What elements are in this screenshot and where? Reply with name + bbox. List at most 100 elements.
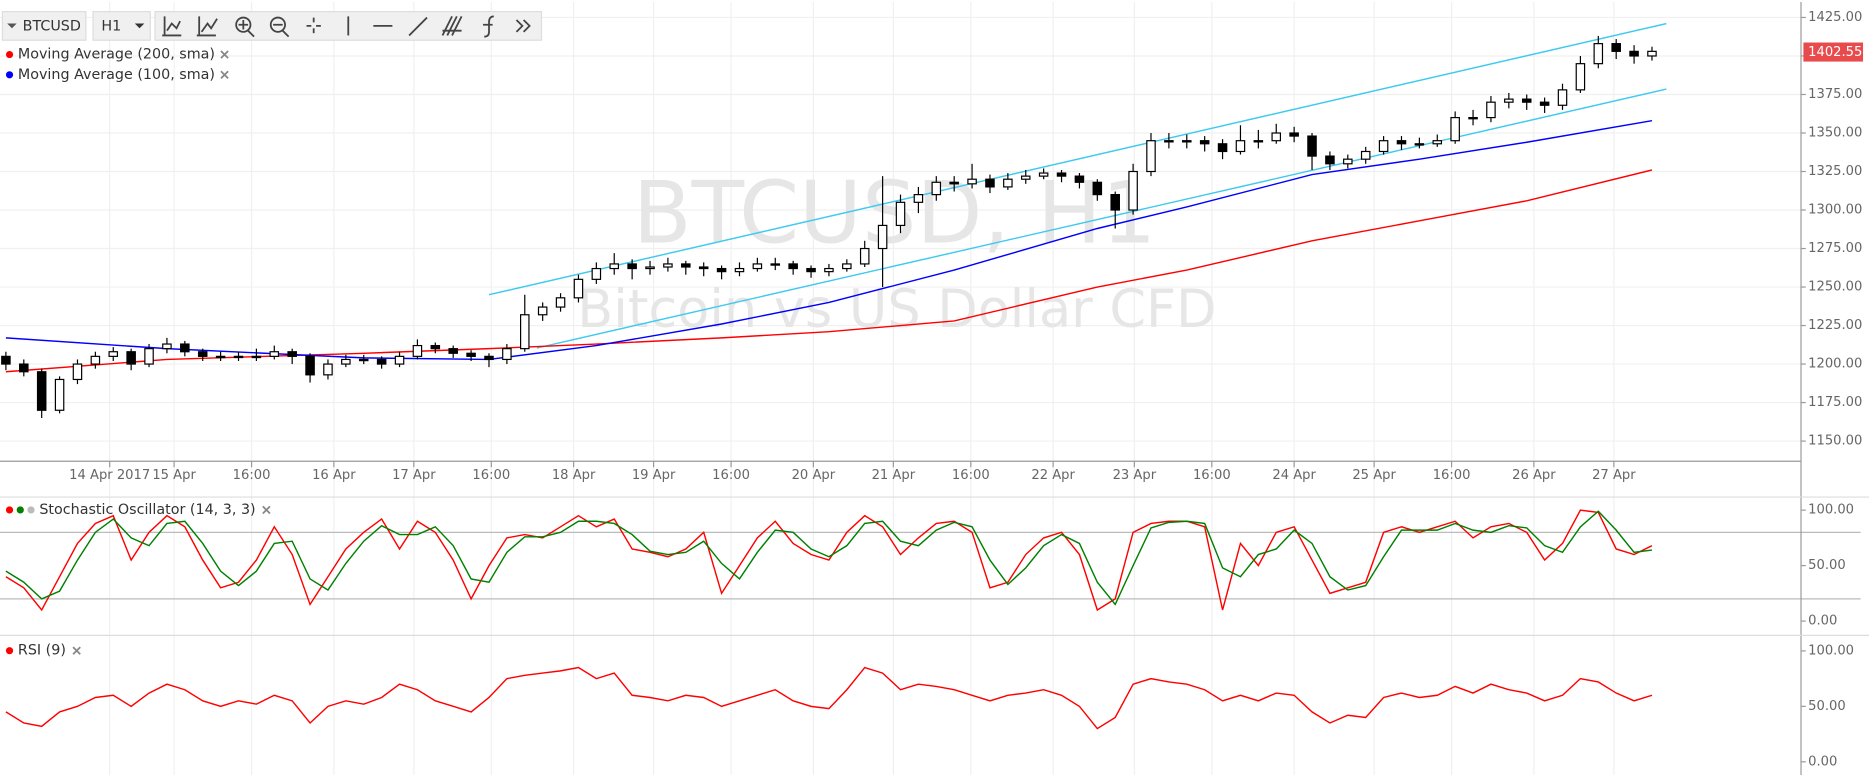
candle-body [72, 363, 83, 381]
candle-body [502, 348, 512, 361]
candle-body [842, 263, 852, 270]
candle-body [555, 297, 566, 308]
indicator-tool[interactable] [196, 16, 218, 37]
legend-close[interactable] [262, 505, 271, 515]
candle-body [752, 263, 763, 270]
candle-body [197, 351, 208, 357]
candle-body [824, 267, 834, 273]
y-tick-label: 1250.00 [1808, 280, 1862, 295]
y-tick-label: 100.00 [1808, 503, 1854, 518]
more-tools[interactable] [515, 19, 531, 33]
candle-body [1, 355, 11, 365]
x-tick-label: 26 Apr [1512, 468, 1556, 483]
x-tick-label: 14 Apr 2017 [69, 468, 150, 483]
candle-body [698, 266, 709, 270]
y-tick-label: 50.00 [1808, 699, 1846, 714]
y-tick-label: 100.00 [1808, 643, 1854, 658]
candle-body [645, 266, 655, 270]
candle-body [1110, 194, 1120, 211]
y-tick-label: 1325.00 [1808, 164, 1862, 179]
candle-body [412, 344, 423, 357]
candle-body [877, 224, 888, 250]
candle-body [1396, 140, 1407, 145]
chart-type-tool[interactable] [162, 16, 182, 37]
interval: H1 [101, 19, 121, 35]
y-tick-label: 1425.00 [1808, 10, 1862, 25]
trend-line [488, 22, 1667, 296]
candle-body [1217, 143, 1228, 153]
candle-body [537, 306, 548, 316]
x-tick-label: 20 Apr [792, 468, 836, 483]
crosshair-tool[interactable] [306, 17, 321, 34]
candle-body [1468, 116, 1478, 120]
y-tick-label: 1350.00 [1808, 125, 1862, 140]
x-tick-label: 16:00 [952, 468, 990, 483]
toolbar: BTCUSD H1 [1, 11, 543, 41]
legend-dot [5, 647, 14, 655]
candle-body [251, 355, 262, 359]
fibonacci-tool[interactable] [441, 15, 463, 36]
candle-body [591, 267, 602, 280]
candle-body [430, 344, 441, 350]
y-tick-label: 0.00 [1808, 754, 1837, 769]
x-tick-label: 18 Apr [552, 468, 596, 483]
candle-body [1486, 101, 1496, 119]
candle-body [1575, 63, 1586, 91]
legend-close[interactable] [220, 50, 229, 59]
indicator-line [5, 509, 1653, 612]
candle-body [1074, 175, 1085, 183]
y-tick-label: 1175.00 [1808, 395, 1862, 410]
candle-body [913, 194, 924, 203]
candle-body [1432, 140, 1443, 145]
candle-body [1325, 155, 1335, 165]
symbol-button[interactable] [1, 11, 87, 41]
candle-body [54, 378, 65, 411]
y-tick-label: 1375.00 [1808, 87, 1862, 102]
candle-body [627, 263, 637, 270]
x-tick-label: 16:00 [233, 468, 271, 483]
candle-body [448, 348, 458, 354]
zoom-in-tool[interactable] [235, 16, 252, 33]
candle-body [144, 348, 154, 365]
candle-body [1307, 135, 1317, 157]
last-price-box [1803, 42, 1864, 62]
candle-body [287, 351, 297, 357]
candle-body [90, 355, 101, 365]
candle-body [305, 355, 315, 376]
candle-body [1146, 140, 1156, 173]
candle-body [681, 263, 691, 268]
x-tick-label: 24 Apr [1272, 468, 1316, 483]
candle-body [1235, 140, 1246, 153]
candle-body [520, 314, 530, 350]
y-tick-label: 1275.00 [1808, 241, 1862, 256]
candle-body [734, 267, 745, 273]
candle-body [1539, 101, 1550, 106]
y-tick-label: 1150.00 [1808, 434, 1862, 449]
x-tick-label: 23 Apr [1113, 468, 1157, 483]
candle-body [1003, 178, 1013, 188]
indicator-line [5, 510, 1653, 606]
x-tick-label: 16:00 [1433, 468, 1471, 483]
candle-body [1289, 132, 1299, 137]
y-tick-label: 50.00 [1808, 558, 1846, 573]
indicator-title: Stochastic Oscillator (14, 3, 3) [39, 502, 255, 518]
function-tool[interactable] [483, 15, 494, 38]
legends: Moving Average (200, sma) Moving Average … [5, 47, 271, 659]
candle-body [1593, 43, 1604, 65]
candle-body [1038, 172, 1049, 177]
x-tick-label: 16:00 [1193, 468, 1231, 483]
legend-dot [16, 506, 24, 514]
legend-close[interactable] [220, 70, 229, 80]
candle-body [376, 358, 387, 365]
candle-body [215, 355, 226, 359]
legend-close[interactable] [72, 646, 81, 655]
legend-dot [5, 50, 14, 59]
zoom-out-tool[interactable] [269, 16, 286, 33]
trend-line-tool[interactable] [408, 16, 428, 37]
x-tick-label: 19 Apr [632, 468, 676, 483]
candle-body [1378, 140, 1389, 153]
candle-body [341, 358, 351, 365]
candle-body [1360, 150, 1371, 160]
